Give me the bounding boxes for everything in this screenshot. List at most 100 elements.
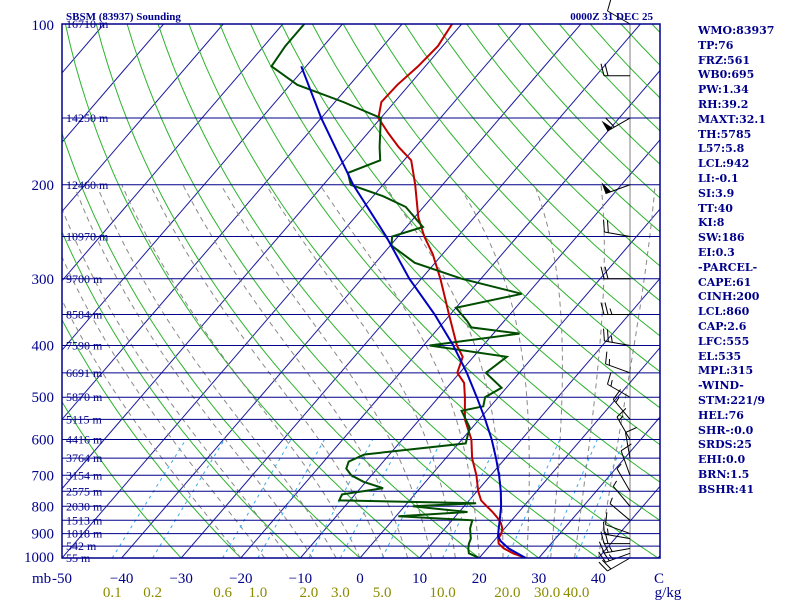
isotherm-line — [478, 347, 660, 558]
wind-barb — [620, 443, 632, 476]
isotherm-line — [62, 24, 284, 282]
mixing-ratio-line — [381, 439, 443, 558]
moist-adiabat-line — [533, 184, 563, 558]
mixing-ratio-label: 20.0 — [494, 585, 520, 600]
wind-barb — [600, 302, 630, 316]
isotherm-line — [538, 416, 660, 558]
wind-barb — [603, 219, 631, 237]
index-item: BRN:1.5 — [698, 467, 750, 481]
height-label: 5115 m — [66, 412, 103, 426]
index-item: WB0:695 — [698, 68, 755, 82]
wind-barb — [609, 497, 631, 521]
wind-barbs — [598, 0, 637, 572]
temperature-tick-label: 30 — [531, 571, 546, 587]
height-label: 8584 m — [66, 308, 103, 322]
parcel-profile-line — [300, 65, 527, 558]
index-item: EI:0.3 — [698, 245, 735, 259]
isotherm-line — [419, 277, 660, 558]
mixing-ratio-label: 0.6 — [213, 585, 232, 600]
pressure-tick-label: 1000 — [24, 550, 54, 566]
index-item: CAPE:61 — [698, 275, 752, 289]
profile-lines — [270, 24, 527, 558]
index-item: LCL:860 — [698, 305, 750, 319]
mixing-ratio-label: 10.0 — [429, 585, 455, 600]
dry-adiabat-line — [95, 24, 480, 558]
pressure-tick-label: 400 — [32, 339, 55, 355]
index-item: EHI:0.0 — [698, 453, 746, 467]
index-item: SI:3.9 — [698, 186, 735, 200]
isotherm-line — [62, 24, 463, 490]
index-item: -PARCEL- — [698, 260, 758, 274]
mixing-ratio-label: 5.0 — [373, 585, 392, 600]
index-item: TT:40 — [698, 201, 733, 215]
wind-barb — [601, 182, 631, 195]
temperature-tick-label: −30 — [169, 571, 192, 587]
indices-panel: WMO:83937 TP:76 FRZ:561 WB0:695 PW:1.34 RH:39… — [698, 24, 798, 498]
isotherm-line — [300, 139, 660, 558]
wind-barb — [605, 351, 631, 374]
index-item: -WIND- — [698, 379, 744, 393]
wind-barb — [612, 480, 631, 507]
mixing-ratio-line — [152, 439, 225, 558]
height-label: 1018 m — [66, 527, 103, 541]
index-item: CAP:2.6 — [698, 319, 747, 333]
temperature-tick-label: −20 — [229, 571, 252, 587]
wind-barb — [624, 426, 637, 459]
moist-adiabat-line — [121, 184, 361, 558]
background-grid — [62, 24, 660, 558]
height-label: 3154 m — [66, 468, 103, 482]
temperature-tick-label: 0 — [356, 571, 364, 587]
index-item: CINH:200 — [698, 290, 760, 304]
index-item: STM:221/9 — [698, 393, 765, 407]
pressure-unit-label: mb — [32, 571, 51, 587]
wind-barb — [600, 266, 630, 280]
height-label: 1513 m — [66, 513, 103, 527]
celsius-unit-label: C — [654, 571, 664, 587]
index-item: TH:5785 — [698, 127, 752, 141]
mixing-ratio-label: 0.1 — [103, 585, 122, 600]
isotherm-line — [62, 24, 522, 558]
plot-frame — [61, 23, 661, 559]
height-label: 6691 m — [66, 366, 103, 380]
isobars — [62, 23, 660, 559]
mixing-ratio-label: 1.0 — [249, 585, 268, 600]
pressure-tick-label: 700 — [32, 468, 55, 484]
mixing-ratio-line — [339, 439, 404, 558]
index-item: PW:1.34 — [698, 83, 749, 97]
chart-time: 0000Z 31 DEC 25 — [570, 11, 653, 23]
dry-adiabat-line — [157, 24, 599, 558]
pressure-tick-label: 500 — [32, 390, 55, 406]
wind-barb — [603, 521, 631, 540]
moist-adiabat-line — [62, 207, 289, 558]
wind-barb — [601, 117, 631, 132]
index-item: RH:39.2 — [698, 97, 749, 111]
index-item: SW:186 — [698, 231, 745, 245]
wind-barb — [607, 0, 631, 25]
index-item: WMO:83937 — [698, 24, 775, 37]
pressure-tick-label: 200 — [32, 178, 55, 194]
mixing-ratio-line — [257, 439, 325, 558]
isotherm-line — [121, 24, 582, 558]
index-item: MPL:315 — [698, 364, 754, 378]
index-item: SRDS:25 — [698, 438, 752, 452]
pressure-tick-label: 100 — [32, 18, 55, 34]
index-item: SHR-:0.0 — [698, 423, 754, 437]
pressure-tick-label: 600 — [32, 433, 55, 449]
index-item: TP:76 — [698, 38, 734, 52]
mixing-ratio-label: 30.0 — [534, 585, 560, 600]
moist-adiabat-line — [265, 184, 456, 558]
height-label: 2030 m — [66, 499, 103, 513]
height-label: 542 m — [66, 539, 97, 553]
mixing-ratio-unit: g/kg — [655, 585, 682, 600]
index-item: LCL:942 — [698, 157, 750, 171]
height-label: 9700 m — [66, 272, 103, 286]
isotherm-line — [240, 69, 660, 558]
index-item: HEL:76 — [698, 408, 744, 422]
isotherm-line — [62, 24, 343, 351]
height-label: 5870 m — [66, 390, 103, 404]
isotherm-line — [62, 24, 224, 213]
index-item: LI:-0.1 — [698, 171, 739, 185]
pressure-tick-label: 300 — [32, 272, 55, 288]
